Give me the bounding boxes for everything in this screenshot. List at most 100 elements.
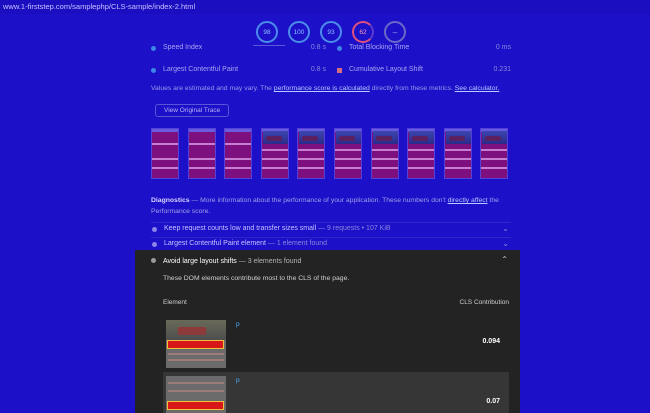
filmstrip-frame — [480, 128, 509, 179]
audit-request-counts[interactable]: Keep request counts low and transfer siz… — [151, 222, 511, 236]
info-dot-icon — [152, 242, 157, 247]
active-gauge-indicator — [253, 45, 285, 46]
gauge-pwa[interactable]: – — [384, 21, 406, 43]
frame-header — [335, 129, 361, 132]
chevron-up-icon[interactable]: ⌃ — [501, 255, 508, 264]
frame-band — [188, 143, 215, 145]
filmstrip-frame — [187, 128, 216, 179]
gauge-accessibility[interactable]: 100 — [288, 21, 310, 43]
filmstrip-frame — [334, 128, 362, 179]
frame-band — [261, 149, 288, 151]
column-header-element: Element — [163, 299, 187, 306]
frame-image — [336, 131, 361, 144]
filmstrip-frame — [407, 128, 436, 179]
table-row[interactable]: p 0.094 — [163, 316, 509, 368]
frame-band — [481, 149, 508, 151]
table-row[interactable]: p 0.07 — [163, 372, 509, 413]
frame-band — [298, 167, 325, 169]
frame-band — [298, 149, 325, 151]
filmstrip-frame — [224, 128, 253, 179]
calculator-link[interactable]: See calculator. — [454, 85, 500, 92]
frame-header — [188, 129, 215, 132]
metric-speed-index: Speed Index 0.8 s — [151, 44, 326, 54]
audit-meta: — 1 element found — [265, 240, 328, 247]
element-tag[interactable]: p — [236, 321, 240, 328]
frame-header — [152, 129, 178, 132]
metric-value: 0 ms — [495, 44, 511, 51]
metric-label: Largest Contentful Paint — [163, 66, 239, 73]
metric-cls: Cumulative Layout Shift 0.231 — [337, 66, 511, 76]
metric-label: Total Blocking Time — [349, 44, 410, 51]
url-bar[interactable]: www.1-firststep.com/samplephp/CLS-sample… — [0, 0, 650, 14]
panel-header[interactable]: Avoid large layout shifts — 3 elements f… — [151, 258, 301, 265]
gauge-performance[interactable]: 98 — [256, 21, 278, 43]
text-line — [168, 359, 224, 361]
chevron-down-icon[interactable]: ⌄ — [502, 224, 509, 233]
chevron-down-icon[interactable]: ⌄ — [502, 239, 509, 248]
frame-image — [409, 131, 435, 144]
frame-band — [408, 167, 435, 169]
metric-value: 0.231 — [493, 66, 511, 73]
pass-dot-icon — [151, 68, 156, 73]
average-square-icon — [337, 68, 342, 73]
frame-image — [372, 131, 398, 144]
frame-header — [298, 129, 325, 132]
frame-band — [444, 167, 471, 169]
frame-header — [261, 129, 288, 132]
frame-band — [261, 158, 288, 160]
frame-header — [481, 129, 508, 132]
metrics-note: Values are estimated and may vary. The p… — [151, 85, 511, 92]
frame-band — [298, 158, 325, 160]
frame-band — [225, 143, 252, 145]
directly-affect-link[interactable]: directly affect — [447, 197, 488, 204]
text-line — [168, 353, 224, 355]
element-screenshot-thumbnail — [166, 376, 226, 413]
frame-band — [408, 158, 435, 160]
thumbnail-image — [166, 320, 226, 340]
frame-header — [371, 129, 398, 132]
frame-band — [444, 158, 471, 160]
frame-band — [152, 158, 178, 160]
text-line — [168, 390, 224, 392]
score-gauges: 98 100 93 62 – — [0, 21, 650, 45]
metric-total-blocking-time: Total Blocking Time 0 ms — [337, 44, 511, 54]
gauge-best-practices[interactable]: 93 — [320, 21, 342, 43]
diagnostics-text: — More information about the performance… — [189, 197, 448, 204]
gauge-seo[interactable]: 62 — [352, 21, 374, 43]
frame-band — [408, 149, 435, 151]
frame-band — [335, 158, 361, 160]
note-prefix: Values are estimated and may vary. The — [151, 85, 274, 92]
view-original-trace-button[interactable]: View Original Trace — [155, 104, 230, 117]
pass-dot-icon — [151, 46, 156, 51]
frame-band — [152, 167, 178, 169]
frame-band — [188, 167, 215, 169]
frame-band — [335, 149, 361, 151]
frame-band — [371, 167, 398, 169]
highlight-box — [167, 340, 224, 349]
filmstrip-frame — [370, 128, 399, 179]
column-header-cls: CLS Contribution — [459, 299, 510, 306]
audit-label: Largest Contentful Paint element — 1 ele… — [164, 240, 327, 247]
audit-lcp-element[interactable]: Largest Contentful Paint element — 1 ele… — [151, 237, 511, 251]
info-dot-icon — [152, 227, 157, 232]
frame-image — [445, 131, 471, 144]
filmstrip-frame — [443, 128, 472, 179]
audit-label: Keep request counts low and transfer siz… — [164, 225, 391, 232]
frame-band — [261, 167, 288, 169]
pass-dot-icon — [337, 46, 342, 51]
frame-band — [152, 143, 178, 145]
frame-image — [262, 131, 288, 144]
frame-band — [481, 158, 508, 160]
frame-band — [371, 149, 398, 151]
metric-value: 0.8 s — [310, 66, 326, 73]
panel-meta: — 3 elements found — [236, 258, 302, 265]
performance-score-link[interactable]: performance score is calculated — [273, 85, 370, 92]
diagnostics-heading: Diagnostics — More information about the… — [151, 195, 511, 217]
element-tag[interactable]: p — [236, 377, 240, 384]
cls-value: 0.07 — [486, 398, 500, 405]
metric-label: Cumulative Layout Shift — [349, 66, 423, 73]
audit-meta: — 9 requests • 107 KiB — [316, 225, 391, 232]
frame-band — [481, 167, 508, 169]
filmstrip-frame — [297, 128, 326, 179]
cls-value: 0.094 — [482, 338, 500, 345]
